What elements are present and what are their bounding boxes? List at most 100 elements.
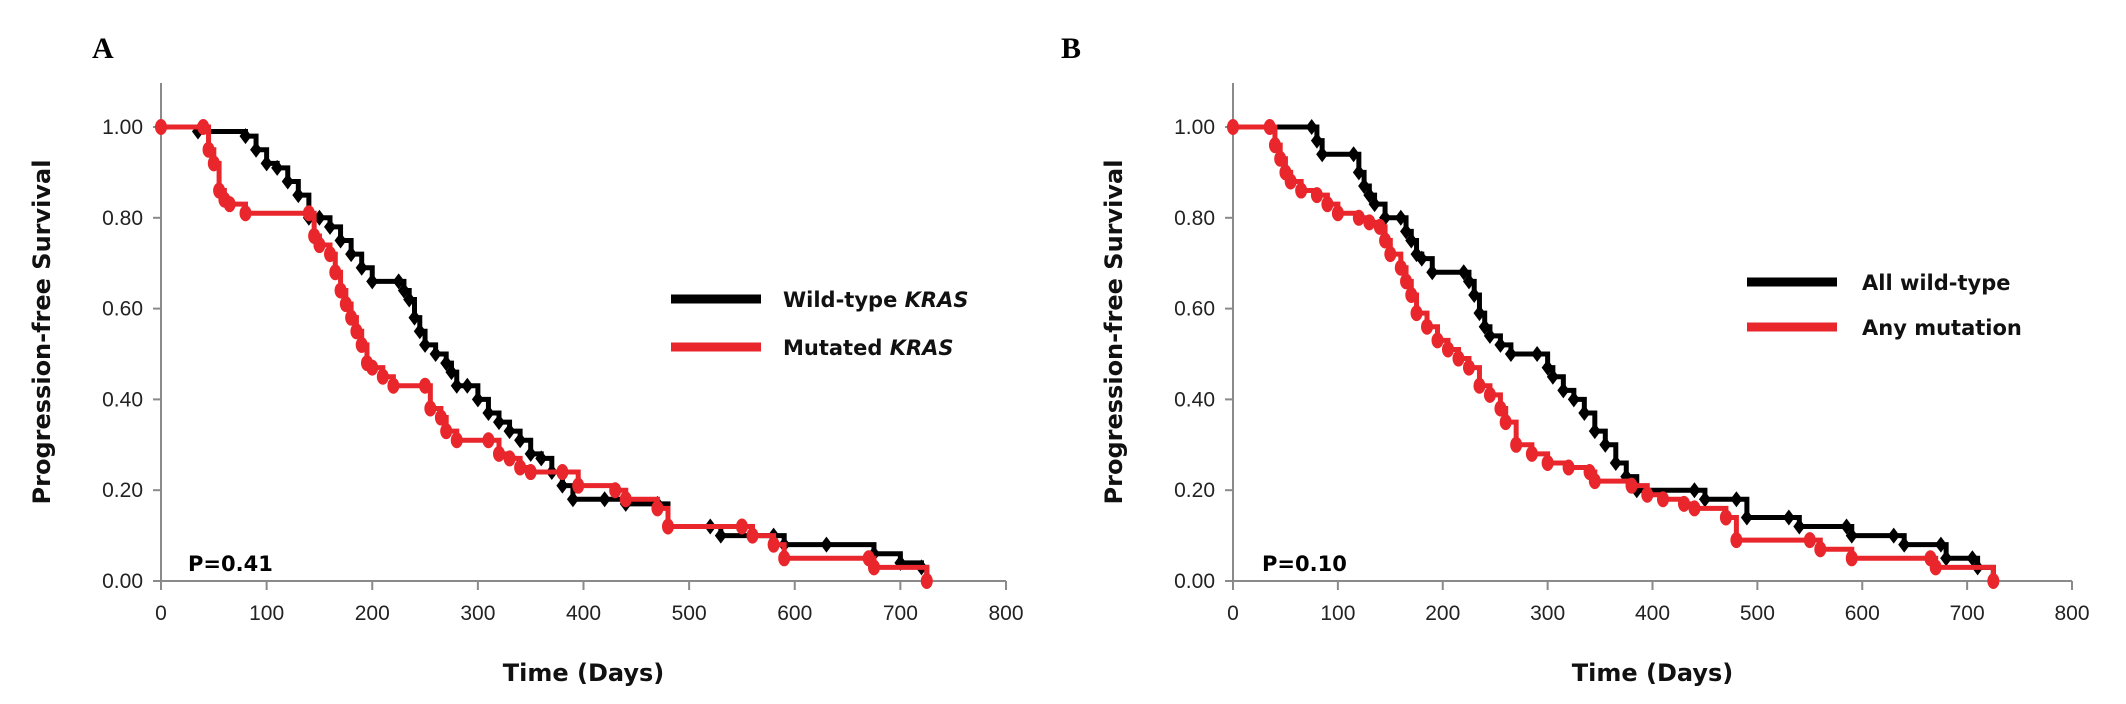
data-point-diamond xyxy=(408,309,421,326)
panel-label: A xyxy=(92,32,114,65)
data-point-diamond xyxy=(556,477,569,494)
data-point-diamond xyxy=(1698,491,1711,508)
data-point-circle xyxy=(662,518,674,535)
data-point-diamond xyxy=(239,128,252,145)
x-tick-label: 500 xyxy=(1740,602,1775,625)
y-tick-label: 0.40 xyxy=(1174,388,1215,411)
data-point-diamond xyxy=(1966,550,1979,567)
data-point-diamond xyxy=(345,246,358,263)
data-point-circle xyxy=(1494,400,1507,417)
x-tick-label: 0 xyxy=(1227,602,1239,625)
data-point-diamond xyxy=(524,445,537,462)
data-point-diamond xyxy=(1305,119,1318,135)
data-point-diamond xyxy=(1541,359,1554,376)
data-point-circle xyxy=(514,459,527,476)
data-point-diamond xyxy=(1898,536,1911,553)
y-tick-label: 0.40 xyxy=(102,388,143,411)
y-tick-label: 0.00 xyxy=(1174,570,1215,593)
data-point-diamond xyxy=(1557,382,1570,399)
legend-label-text: Mutated xyxy=(783,336,890,360)
data-point-diamond xyxy=(1688,482,1701,499)
p-value-annotation: P=0.41 xyxy=(188,552,273,576)
data-point-circle xyxy=(1473,377,1486,394)
y-tick-label: 1.00 xyxy=(1174,116,1215,139)
data-point-circle xyxy=(1929,559,1942,576)
data-point-circle xyxy=(419,377,432,394)
data-point-diamond xyxy=(355,259,368,276)
data-point-circle xyxy=(1263,119,1276,135)
data-point-diamond xyxy=(324,218,336,235)
data-point-circle xyxy=(1284,173,1297,190)
data-point-diamond xyxy=(1462,273,1475,290)
data-point-circle xyxy=(1588,473,1601,490)
data-point-diamond xyxy=(1793,518,1806,535)
data-point-circle xyxy=(376,368,389,385)
data-point-diamond xyxy=(281,173,294,190)
y-tick-label: 0.60 xyxy=(102,298,143,321)
data-point-circle xyxy=(735,518,748,535)
data-point-circle xyxy=(1541,454,1554,471)
data-point-diamond xyxy=(493,414,505,431)
data-point-diamond xyxy=(1845,527,1858,544)
y-tick-label: 0.00 xyxy=(102,570,143,593)
data-point-diamond xyxy=(1405,232,1418,249)
data-point-circle xyxy=(1525,445,1538,462)
x-tick-label: 100 xyxy=(1320,602,1355,625)
legend-label-text: Wild-type xyxy=(783,288,905,312)
legend-label-text: All wild-type xyxy=(1862,271,2011,295)
data-point-circle xyxy=(450,432,463,449)
x-tick-label: 400 xyxy=(1635,602,1670,625)
data-point-diamond xyxy=(250,141,263,158)
data-point-diamond xyxy=(1609,454,1622,471)
legend-label-text: Any mutation xyxy=(1862,316,2022,340)
data-point-diamond xyxy=(260,155,273,172)
survival-step-line xyxy=(1233,124,1996,581)
x-tick-label: 600 xyxy=(777,602,812,625)
data-point-diamond xyxy=(1730,491,1743,508)
data-point-circle xyxy=(1730,532,1743,549)
data-point-circle xyxy=(366,359,379,376)
data-point-diamond xyxy=(1940,550,1953,567)
data-point-diamond xyxy=(1840,518,1853,535)
x-tick-label: 700 xyxy=(1950,602,1985,625)
data-point-diamond xyxy=(440,355,453,372)
data-point-circle xyxy=(1295,182,1308,199)
data-point-circle xyxy=(1719,509,1732,526)
data-point-diamond xyxy=(1578,405,1591,422)
data-point-circle xyxy=(1803,532,1816,549)
data-point-diamond xyxy=(292,187,305,204)
data-point-circle xyxy=(867,559,880,576)
data-point-diamond xyxy=(1478,318,1491,335)
data-point-diamond xyxy=(271,159,284,176)
data-point-circle xyxy=(1452,350,1465,367)
survival-step-line xyxy=(1233,124,1996,581)
data-point-circle xyxy=(207,155,220,172)
data-point-circle xyxy=(1405,286,1418,303)
x-tick-label: 100 xyxy=(249,602,284,625)
data-point-circle xyxy=(503,450,516,467)
x-tick-label: 600 xyxy=(1845,602,1880,625)
data-point-diamond xyxy=(1599,436,1612,453)
data-point-circle xyxy=(1363,214,1376,231)
data-point-circle xyxy=(1274,150,1287,167)
series-all-wild-type xyxy=(1227,119,2000,589)
data-point-diamond xyxy=(471,391,484,408)
data-point-diamond xyxy=(334,232,347,249)
data-point-circle xyxy=(1562,459,1575,476)
data-point-diamond xyxy=(403,291,416,308)
data-point-circle xyxy=(1384,246,1397,263)
data-point-diamond xyxy=(1400,223,1413,240)
data-point-circle xyxy=(1499,414,1512,431)
data-point-diamond xyxy=(1740,509,1753,526)
data-point-circle xyxy=(572,477,585,494)
data-point-diamond xyxy=(1457,264,1470,281)
data-point-circle xyxy=(1373,218,1386,235)
data-point-diamond xyxy=(419,336,432,353)
data-point-circle xyxy=(609,482,622,499)
data-point-circle xyxy=(1677,495,1690,512)
data-point-circle xyxy=(1352,209,1365,226)
data-point-diamond xyxy=(1426,264,1439,281)
data-point-diamond xyxy=(1310,132,1323,149)
data-point-diamond xyxy=(1588,423,1601,440)
data-point-circle xyxy=(1410,305,1423,322)
